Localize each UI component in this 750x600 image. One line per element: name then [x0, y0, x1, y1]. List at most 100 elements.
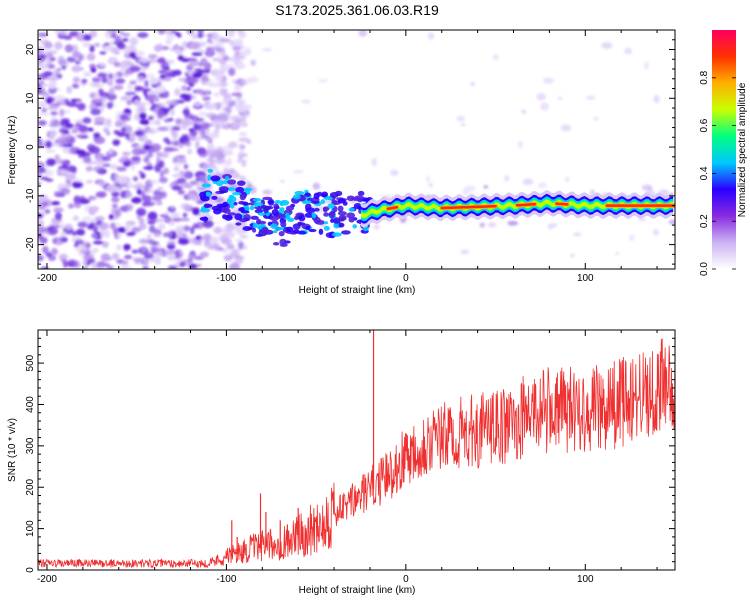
ridge-blob [257, 205, 262, 211]
noise-blob [110, 222, 116, 230]
ridge-blob [270, 223, 278, 229]
noise-blob [201, 130, 206, 136]
noise-blob [145, 101, 151, 106]
noise-blob [191, 52, 203, 56]
ridge-blob [346, 195, 355, 202]
noise-blob [178, 77, 185, 82]
noise-blob [143, 156, 150, 164]
noise-blob [188, 263, 199, 269]
ridge-blob [254, 208, 264, 214]
noise-blob [155, 250, 163, 256]
noise-blob [98, 222, 110, 231]
noise-blob [569, 253, 575, 258]
colorbar: 0.0 0.2 0.4 0.6 0.8 Normalized spectral ampl… [699, 30, 748, 276]
noise-blob [92, 240, 104, 245]
noise-blob [171, 185, 183, 191]
noise-blob [90, 206, 100, 212]
noise-blob [94, 43, 101, 47]
ridge-blob [205, 191, 211, 197]
noise-blob [85, 166, 93, 172]
noise-blob [99, 229, 105, 238]
noise-blob [153, 44, 163, 52]
noise-blob [229, 262, 240, 269]
noise-blob [238, 132, 248, 136]
noise-blob [221, 248, 228, 253]
noise-blob [83, 155, 92, 163]
noise-blob [138, 106, 147, 114]
noise-blob [206, 143, 215, 151]
noise-blob [94, 157, 105, 166]
noise-blob [116, 233, 122, 239]
noise-blob [131, 147, 143, 156]
noise-blob [231, 92, 243, 97]
noise-blob [119, 190, 127, 199]
spectrogram-y-label: Frequency (Hz) [7, 116, 18, 185]
noise-blob [186, 57, 198, 62]
noise-blob [483, 185, 489, 189]
noise-blob [200, 57, 208, 66]
noise-blob [48, 81, 57, 90]
noise-blob [195, 235, 201, 241]
noise-blob [143, 184, 150, 192]
noise-blob [53, 190, 62, 198]
noise-blob [228, 168, 235, 172]
noise-blob [540, 102, 550, 111]
noise-blob [50, 75, 57, 82]
noise-blob [585, 95, 596, 100]
noise-blob [78, 252, 86, 257]
noise-blob [91, 195, 97, 201]
noise-blob [175, 154, 186, 159]
noise-blob [119, 114, 128, 119]
noise-blob [92, 224, 99, 233]
noise-blob [111, 252, 120, 260]
noise-blob [54, 30, 60, 35]
noise-blob [134, 86, 145, 91]
noise-blob [94, 116, 106, 123]
noise-blob [232, 46, 242, 51]
ridge-blob [267, 200, 274, 204]
noise-blob [144, 79, 150, 88]
noise-blob [116, 175, 128, 185]
noise-blob [136, 75, 145, 83]
noise-blob [206, 38, 212, 43]
noise-blob [312, 182, 321, 190]
noise-blob [54, 154, 60, 159]
ridge-blob [320, 199, 326, 205]
noise-blob [183, 171, 191, 178]
noise-blob [228, 67, 236, 77]
noise-blob [116, 186, 123, 191]
noise-blob [111, 191, 120, 197]
noise-blob [250, 59, 256, 66]
noise-blob [124, 223, 131, 232]
ridge-blob [338, 214, 347, 221]
ridge-blob [357, 205, 363, 210]
noise-blob [45, 168, 51, 177]
ridge-blob [213, 208, 222, 215]
noise-blob [158, 92, 165, 99]
noise-blob [165, 38, 172, 45]
noise-blob [85, 179, 94, 184]
ridge-blob [215, 176, 221, 180]
noise-blob [147, 233, 152, 240]
noise-blob [112, 139, 121, 146]
ridge-blob [323, 221, 329, 225]
noise-blob [176, 158, 187, 164]
noise-blob [428, 182, 433, 188]
noise-blob [190, 115, 200, 122]
noise-blob [64, 223, 73, 229]
noise-blob [102, 45, 112, 52]
ridge-blob [279, 207, 285, 212]
noise-blob [170, 127, 176, 136]
noise-blob [58, 98, 66, 106]
noise-blob [170, 108, 175, 116]
ridge-blob [331, 232, 342, 237]
noise-blob [536, 93, 546, 101]
noise-blob [149, 179, 159, 185]
noise-blob [470, 81, 476, 87]
noise-blob [165, 99, 176, 106]
noise-blob [183, 163, 189, 170]
noise-blob [104, 42, 110, 47]
noise-blob [517, 140, 523, 149]
noise-blob [195, 240, 202, 246]
noise-blob [45, 96, 52, 105]
